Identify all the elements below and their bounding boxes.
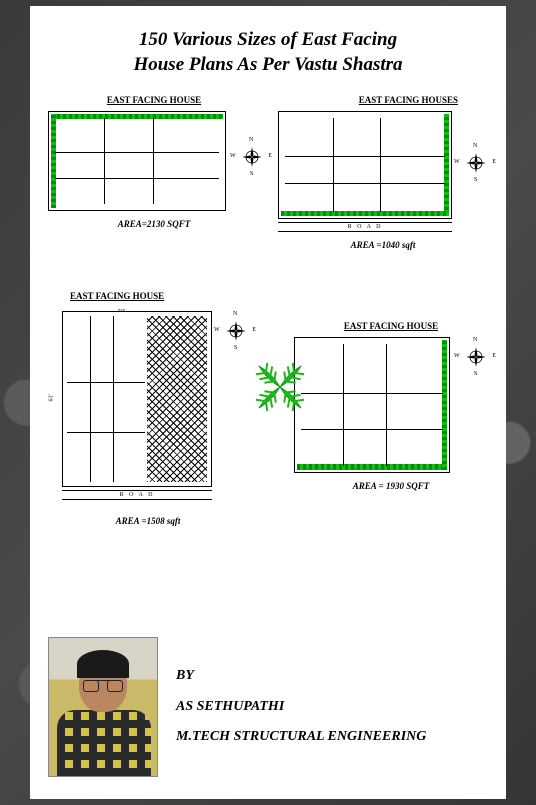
book-cover-page: 150 Various Sizes of East Facing House P…	[30, 6, 506, 799]
author-degree: M.TECH STRUCTURAL ENGINEERING	[176, 722, 426, 753]
leaf-ornament-icon	[244, 351, 316, 423]
page-title: 150 Various Sizes of East Facing House P…	[48, 28, 488, 77]
plan-bottom-right: EAST FACING HOUSE N S E W AREA = 1930 SQ…	[294, 321, 488, 491]
floorplan-box	[278, 111, 452, 219]
plan-label: EAST FACING HOUSE	[48, 291, 248, 301]
floorplan-box	[48, 111, 226, 211]
plan-area: AREA = 1930 SQFT	[294, 481, 488, 491]
title-line-1: 150 Various Sizes of East Facing	[48, 28, 488, 53]
compass-icon: N S E W	[464, 151, 488, 175]
road-label: R O A D	[278, 222, 452, 232]
floorplan-box	[294, 337, 450, 473]
plan-top-left: EAST FACING HOUSE N S E W AREA=2130 SQFT	[48, 95, 260, 229]
road-label: R O A D	[62, 490, 212, 500]
title-line-2: House Plans As Per Vastu Shastra	[48, 53, 488, 78]
height-dimension: 61'	[49, 395, 55, 402]
by-label: BY	[176, 661, 426, 692]
room-partitions	[301, 344, 443, 466]
hatched-area	[147, 316, 207, 482]
author-photo	[48, 637, 158, 777]
author-shirt	[57, 710, 151, 776]
compass-icon: N S E W	[224, 319, 248, 343]
plan-label: EAST FACING HOUSE	[48, 95, 260, 105]
compass-icon: N S E W	[240, 145, 264, 169]
floorplan-box	[62, 311, 212, 487]
plan-bottom-left: EAST FACING HOUSE 50' 61' R O A D N S E …	[48, 291, 248, 526]
glasses-icon	[85, 680, 121, 690]
plan-label: EAST FACING HOUSE	[294, 321, 488, 331]
plan-label: EAST FACING HOUSES	[278, 95, 488, 105]
author-name: AS SETHUPATHI	[176, 692, 426, 723]
room-partitions	[67, 316, 145, 482]
plan-area: AREA=2130 SQFT	[48, 219, 260, 229]
plan-area: AREA =1040 sqft	[278, 240, 488, 250]
floor-plans-grid: EAST FACING HOUSE N S E W AREA=2130 SQFT	[48, 95, 488, 565]
plan-top-right: EAST FACING HOUSES R O A D N S E W AREA …	[278, 95, 488, 250]
room-partitions	[55, 118, 219, 204]
author-credits: BY AS SETHUPATHI M.TECH STRUCTURAL ENGIN…	[176, 661, 426, 753]
author-section: BY AS SETHUPATHI M.TECH STRUCTURAL ENGIN…	[48, 637, 488, 777]
author-hair	[77, 650, 129, 678]
plan-area: AREA =1508 sqft	[48, 516, 248, 526]
compass-icon: N S E W	[464, 345, 488, 369]
room-partitions	[285, 118, 445, 212]
